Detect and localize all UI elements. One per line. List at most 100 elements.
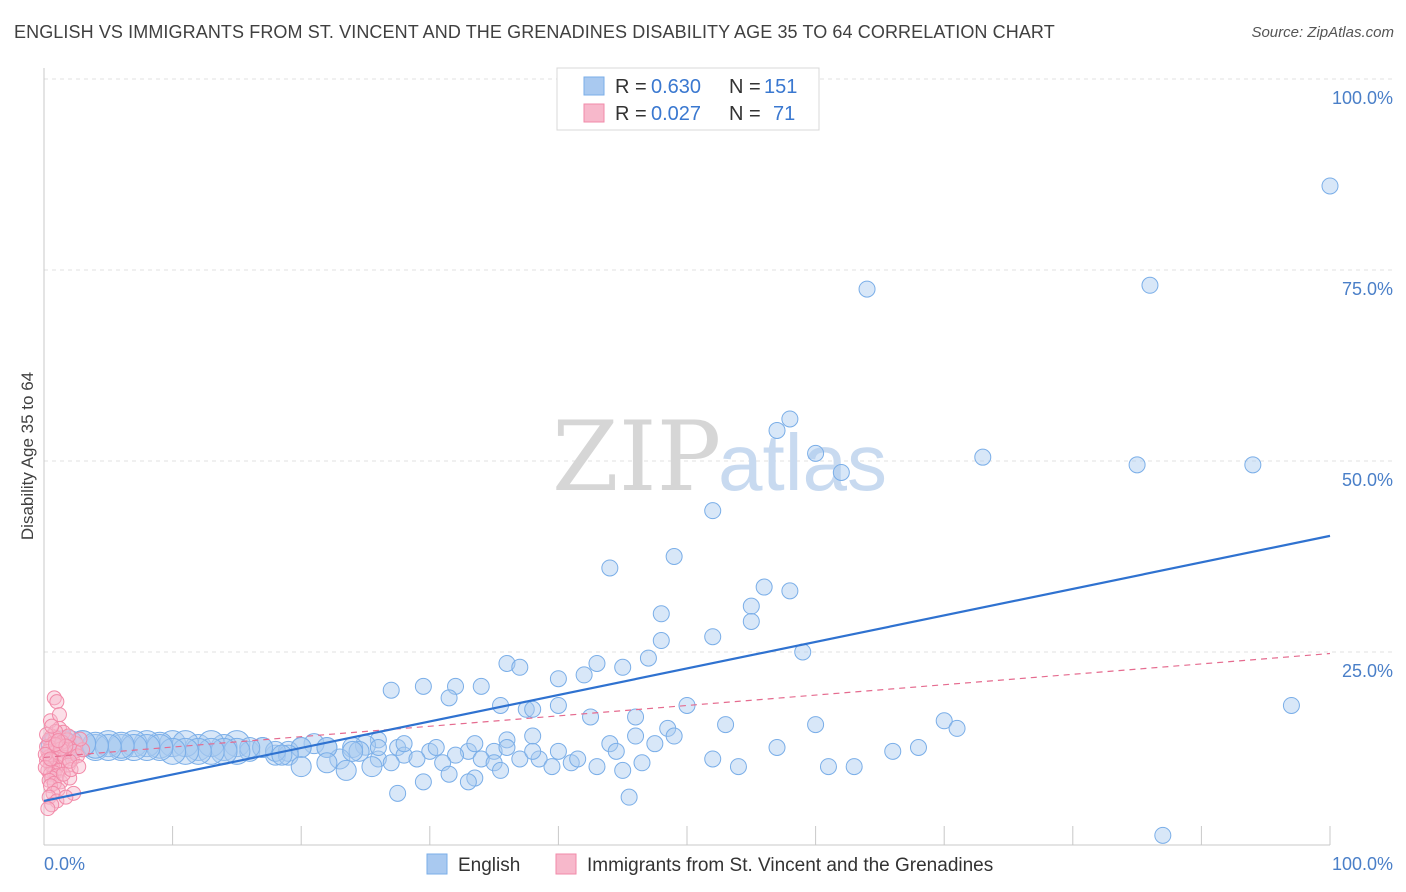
english-point <box>524 700 542 718</box>
english-point <box>704 502 722 520</box>
series-legend-swatch-english[interactable] <box>426 853 448 875</box>
english-point <box>1141 276 1159 294</box>
english-point <box>704 750 722 768</box>
english-point <box>361 756 383 778</box>
y-tick-label: 100.0% <box>1332 88 1393 108</box>
english-point <box>858 280 876 298</box>
immigrant-point <box>58 738 74 754</box>
english-point <box>271 744 293 766</box>
english-point <box>511 750 529 768</box>
english-point <box>447 746 465 764</box>
english-point <box>543 758 561 776</box>
y-tick-label: 25.0% <box>1342 661 1393 681</box>
english-point <box>909 739 927 756</box>
english-point <box>1321 177 1339 195</box>
immigrant-point <box>72 731 88 747</box>
immigrant-point <box>39 739 55 755</box>
immigrant-point <box>40 801 56 817</box>
immigrant-point <box>71 759 87 775</box>
english-point <box>652 632 670 650</box>
english-point <box>408 750 426 768</box>
english-point <box>620 788 638 806</box>
english-point <box>819 758 837 776</box>
english-point <box>382 681 400 699</box>
english-point <box>755 578 773 596</box>
english-point <box>369 739 387 756</box>
legend-r-label-english: R = <box>615 76 647 98</box>
watermark-zip: ZIP <box>552 401 721 513</box>
x-tick-label: 0.0% <box>44 854 85 874</box>
english-point <box>342 740 364 762</box>
english-point <box>588 758 606 776</box>
english-point <box>781 582 799 600</box>
english-point <box>1244 456 1262 474</box>
x-tick-label: 100.0% <box>1332 854 1393 874</box>
series-legend-label-immigrants[interactable]: Immigrants from St. Vincent and the Gren… <box>587 855 993 876</box>
english-point <box>678 696 696 714</box>
immigrant-point <box>51 707 67 723</box>
english-point <box>440 689 458 707</box>
legend-r-value-immigrants: 0.027 <box>651 103 701 125</box>
english-point <box>845 758 863 776</box>
english-point <box>395 735 413 753</box>
y-tick-label: 75.0% <box>1342 279 1393 299</box>
legend-swatch-immigrants <box>583 103 605 123</box>
legend-n-label-immigrants: N = <box>729 103 761 125</box>
immigrant-point <box>49 694 65 710</box>
english-point <box>459 773 477 791</box>
english-point <box>549 696 567 714</box>
english-point <box>389 784 407 802</box>
immigrant-point <box>55 766 71 782</box>
english-point <box>524 742 542 760</box>
immigrant-point <box>37 759 53 775</box>
english-point <box>614 761 632 779</box>
y-tick-labels: 25.0% 50.0% 75.0% 100.0% <box>1332 88 1393 681</box>
source-label: Source: ZipAtlas.com <box>1251 24 1394 41</box>
english-point <box>335 759 357 781</box>
english-point <box>884 742 902 760</box>
english-point <box>652 605 670 623</box>
english-point <box>549 670 567 688</box>
series-legend-label-english[interactable]: English <box>458 855 520 876</box>
x-ticks <box>172 826 1331 845</box>
english-point <box>601 559 619 577</box>
english-point <box>549 742 567 760</box>
legend-r-label-immigrants: R = <box>615 103 647 125</box>
immigrant-point <box>62 753 78 769</box>
english-point <box>569 750 587 768</box>
series-legend: English Immigrants from St. Vincent and … <box>426 853 993 876</box>
english-point <box>498 739 516 756</box>
immigrant-point <box>44 718 60 734</box>
legend-n-value-english: 151 <box>764 76 797 98</box>
chart-title: ENGLISH VS IMMIGRANTS FROM ST. VINCENT A… <box>14 22 1055 42</box>
gridlines <box>44 78 1392 653</box>
english-point <box>717 716 735 734</box>
english-point <box>742 612 760 630</box>
english-point <box>627 708 645 726</box>
english-point <box>524 727 542 745</box>
series-legend-swatch-immigrants[interactable] <box>555 853 577 875</box>
watermark-atlas: atlas <box>718 418 887 507</box>
immigrant-points <box>37 690 91 817</box>
immigrant-point <box>39 727 55 743</box>
english-point <box>633 754 651 772</box>
english-point <box>414 773 432 791</box>
english-point <box>511 658 529 676</box>
english-point <box>466 735 484 753</box>
english-point <box>1282 696 1300 714</box>
english-point <box>607 742 625 760</box>
english-point <box>440 765 458 783</box>
immigrant-point <box>42 751 58 767</box>
english-point <box>665 727 683 745</box>
english-point <box>729 758 747 776</box>
legend-n-label-english: N = <box>729 76 761 98</box>
english-point <box>382 754 400 772</box>
english-point <box>498 654 516 672</box>
english-point <box>768 739 786 756</box>
stats-legend: R = 0.630 N = 151 R = 0.027 N = 71 <box>556 67 820 131</box>
english-point <box>472 677 490 695</box>
immigrant-point <box>69 748 85 764</box>
english-point <box>348 740 370 762</box>
english-point <box>1128 456 1146 474</box>
